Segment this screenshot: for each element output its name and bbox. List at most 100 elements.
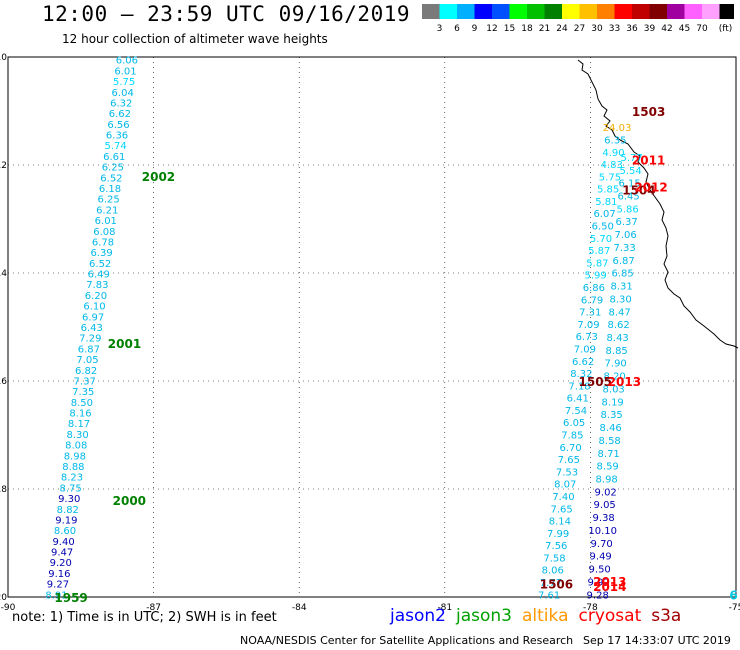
wave-height-value: 7.99 — [547, 529, 569, 540]
wave-height-value: 5.85 — [597, 185, 619, 196]
wave-height-value: 5.74 — [105, 141, 127, 152]
y-tick-label: 14 — [0, 269, 7, 279]
wave-height-value: 7.06 — [615, 230, 637, 241]
color-scale-label: 42 — [661, 24, 672, 34]
wave-height-value: 9.38 — [593, 513, 615, 524]
wave-height-value: 6.41 — [567, 394, 589, 405]
wave-height-value: 6.61 — [103, 152, 125, 163]
x-tick-label: -78 — [583, 603, 598, 613]
color-swatch — [614, 4, 632, 19]
wave-height-value: 7.54 — [565, 406, 587, 417]
wave-height-value: 6.01 — [95, 216, 117, 227]
wave-height-value: 7.65 — [558, 455, 580, 466]
wave-height-value: 6.05 — [563, 418, 585, 429]
wave-height-value: 6.25 — [97, 195, 119, 206]
pass-time-label: 1504 — [622, 183, 655, 197]
color-scale-label: 12 — [486, 24, 497, 34]
color-swatch — [527, 4, 545, 19]
wave-height-value: 6.25 — [102, 163, 124, 174]
color-swatch — [684, 4, 702, 19]
y-tick-label: 10 — [0, 53, 7, 63]
wave-height-value: 8.58 — [599, 436, 621, 447]
wave-height-value: 7.35 — [72, 387, 94, 398]
wave-height-value: 8.47 — [609, 307, 631, 318]
color-scale-label: 30 — [591, 24, 603, 34]
wave-height-value: 5.81 — [595, 197, 617, 208]
wave-height-value: 9.19 — [55, 515, 77, 526]
wave-height-value: 6.86 — [583, 283, 605, 294]
wave-height-value: 9.16 — [48, 569, 70, 580]
y-tick-label: 20 — [0, 593, 7, 603]
wave-height-value: 8.82 — [57, 505, 79, 516]
color-scale-label: 24 — [556, 24, 568, 34]
wave-height-value: 6.36 — [106, 131, 128, 142]
wave-height-value: 6.62 — [109, 109, 131, 120]
color-scale-label: 6 — [454, 24, 460, 34]
wave-height-value: 6.70 — [559, 443, 581, 454]
wave-height-value: 5.87 — [588, 246, 610, 257]
wave-height-value: 8.62 — [608, 320, 630, 331]
x-tick-label: -87 — [146, 603, 161, 613]
wave-height-value: 8.43 — [607, 333, 629, 344]
wave-height-value: 8.60 — [54, 526, 76, 537]
wave-height-value: 24.03 — [603, 123, 632, 134]
color-scale-label: 9 — [472, 24, 478, 34]
wave-height-value: 6.10 — [83, 302, 105, 313]
wave-height-value: 7.29 — [79, 334, 101, 345]
color-swatch — [632, 4, 650, 19]
pass-time-label: 2000 — [113, 494, 146, 508]
legend-s3a: s3a — [651, 606, 682, 626]
wave-height-value: 6.97 — [82, 312, 104, 323]
color-swatch — [702, 4, 720, 19]
wave-height-value: 6.85 — [612, 269, 634, 280]
pass-time-label: 2011 — [632, 154, 665, 168]
pass-time-label: 6 — [729, 588, 737, 602]
wave-height-value: 8.98 — [596, 475, 618, 486]
wave-height-value: 8.59 — [597, 462, 619, 473]
wave-height-value: 8.19 — [602, 397, 624, 408]
pass-time-label: 2012 — [634, 181, 667, 195]
wave-height-value: 6.79 — [581, 295, 603, 306]
color-swatch — [562, 4, 580, 19]
wave-height-value: 8.35 — [601, 410, 623, 421]
wave-height-value: 6.06 — [116, 56, 138, 67]
color-swatch — [649, 4, 667, 19]
wave-height-value: 9.20 — [50, 558, 72, 569]
y-tick-label: 16 — [0, 377, 7, 387]
wave-height-value: 5.99 — [585, 271, 607, 282]
wave-height-value: 8.03 — [603, 384, 625, 395]
color-swatch — [474, 4, 492, 19]
wave-height-value: 6.45 — [618, 191, 640, 202]
wave-height-value: 6.62 — [572, 357, 594, 368]
wave-height-value: 10.10 — [588, 526, 617, 537]
wave-height-value: 8.16 — [69, 409, 91, 420]
wave-height-value: 9.27 — [47, 580, 69, 591]
color-scale-label: 39 — [644, 24, 656, 34]
wave-height-value: 7.33 — [614, 243, 636, 254]
wave-height-value: 7.90 — [605, 359, 627, 370]
wave-height-value: 6.20 — [85, 291, 107, 302]
wave-height-value: 5.86 — [617, 204, 639, 215]
wave-height-value: 8.17 — [68, 419, 90, 430]
note-text: note: 1) Time is in UTC; 2) SWH is in fe… — [12, 610, 277, 625]
wave-height-value: 6.87 — [613, 256, 635, 267]
color-scale-label: 45 — [679, 24, 690, 34]
satellite-legend: jason2 jason3 altika cryosat s3a — [390, 606, 691, 626]
wave-height-value: 6.78 — [92, 237, 114, 248]
wave-height-value: 8.32 — [570, 369, 592, 380]
color-scale-label: 21 — [539, 24, 550, 34]
wave-height-value: 6.01 — [114, 66, 136, 77]
wave-height-value: 9.92 — [588, 577, 610, 588]
wave-height-value: 6.87 — [78, 344, 100, 355]
wave-height-value: 9.70 — [591, 539, 613, 550]
wave-height-value: 6.52 — [89, 259, 111, 270]
wave-height-value: 9.50 — [589, 565, 611, 576]
wave-height-value: 6.73 — [576, 332, 598, 343]
wave-height-value: 5.75 — [599, 172, 621, 183]
wave-height-value: 7.77 — [540, 578, 562, 589]
wave-height-value: 8.46 — [600, 423, 622, 434]
color-swatch — [439, 4, 457, 19]
legend-jason2: jason2 — [390, 606, 446, 626]
wave-height-value: 6.50 — [592, 222, 614, 233]
wave-height-value: 8.91 — [45, 590, 67, 601]
